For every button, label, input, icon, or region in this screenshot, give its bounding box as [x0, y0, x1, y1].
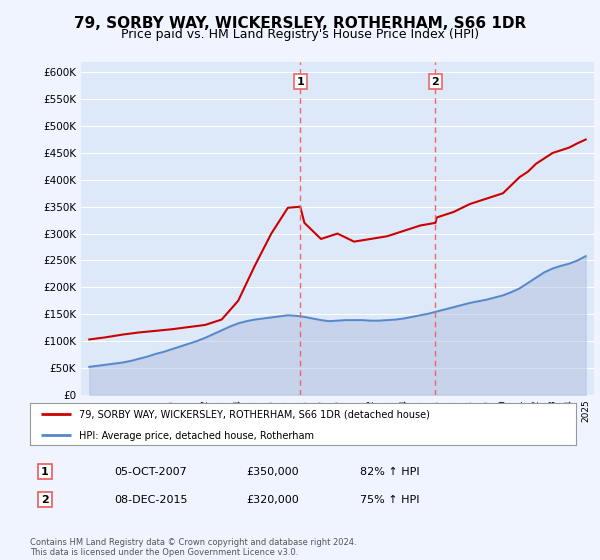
Text: 2: 2	[431, 77, 439, 87]
Text: £320,000: £320,000	[246, 494, 299, 505]
Text: 79, SORBY WAY, WICKERSLEY, ROTHERHAM, S66 1DR (detached house): 79, SORBY WAY, WICKERSLEY, ROTHERHAM, S6…	[79, 410, 430, 420]
Text: Contains HM Land Registry data © Crown copyright and database right 2024.
This d: Contains HM Land Registry data © Crown c…	[30, 538, 356, 557]
Text: £350,000: £350,000	[246, 466, 299, 477]
Text: 1: 1	[296, 77, 304, 87]
Text: 08-DEC-2015: 08-DEC-2015	[114, 494, 187, 505]
Text: 79, SORBY WAY, WICKERSLEY, ROTHERHAM, S66 1DR: 79, SORBY WAY, WICKERSLEY, ROTHERHAM, S6…	[74, 16, 526, 31]
Text: 82% ↑ HPI: 82% ↑ HPI	[360, 466, 419, 477]
Text: Price paid vs. HM Land Registry's House Price Index (HPI): Price paid vs. HM Land Registry's House …	[121, 28, 479, 41]
Text: 1: 1	[41, 466, 49, 477]
Text: HPI: Average price, detached house, Rotherham: HPI: Average price, detached house, Roth…	[79, 431, 314, 441]
Text: 75% ↑ HPI: 75% ↑ HPI	[360, 494, 419, 505]
Text: 05-OCT-2007: 05-OCT-2007	[114, 466, 187, 477]
Text: 2: 2	[41, 494, 49, 505]
